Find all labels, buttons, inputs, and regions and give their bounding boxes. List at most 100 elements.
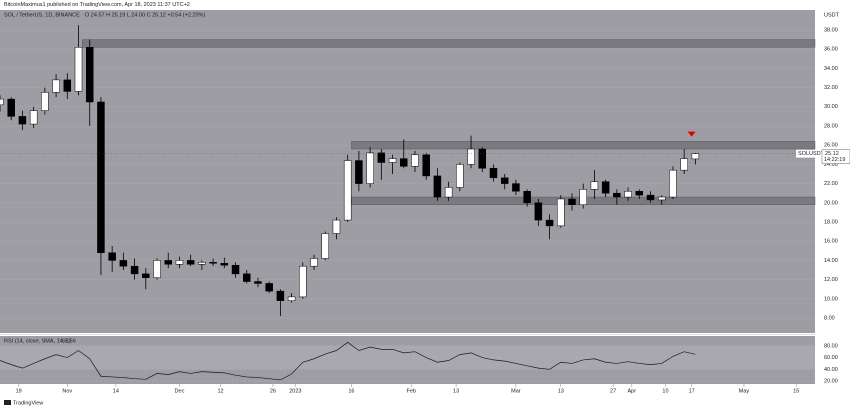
candle-body [164,260,172,265]
y-tick-label: 22.00 [824,181,838,187]
y-tick-label: 12.00 [824,277,838,283]
y-tick-label: 38.00 [824,27,838,33]
candle-body [444,187,453,198]
x-tick-label: 13 [453,388,459,394]
candle-body [657,196,666,201]
x-tick-label: 14 [113,388,119,394]
candle-body [433,175,442,198]
candle-body [534,202,543,221]
y-tick-label: 18.00 [824,219,838,225]
x-tick-label: 19 [16,388,22,394]
candle-body [242,273,251,282]
x-tick-label: 10 [662,388,668,394]
candle-body [400,158,408,167]
x-tick-label: 27 [610,388,616,394]
x-tick-label: 13 [558,388,564,394]
candle-body [0,98,4,106]
y-tick-label: 28.00 [824,123,838,129]
y-tick-label: 80.00 [824,343,838,349]
candle-body [489,167,498,179]
candle-body [613,192,621,198]
candle-body [153,260,161,278]
candle-body [388,158,397,163]
candle-body [355,160,363,184]
candle-body [85,47,94,103]
x-tick-label: 12 [218,388,224,394]
candle-body [276,290,285,301]
y-tick-label: 24.00 [824,162,838,168]
candle-body [478,148,487,169]
price-label: 25.12 [825,151,839,157]
candle-body [74,47,83,92]
price-panel [0,10,815,333]
candle-body [310,258,318,267]
ohlc: O 24.57 H 25.19 L 24.00 C 25.12 +0.54 (+… [85,12,205,18]
x-tick-label: 17 [689,388,695,394]
candle-body [287,296,296,301]
y-tick-label: 40.00 [824,367,838,373]
y-tick-label: 16.00 [824,239,838,245]
countdown-label: 14:22:19 [824,157,845,163]
candle-body [142,273,150,278]
candle-body [590,181,599,190]
candle-body [635,191,644,196]
x-tick-label: 15 [793,388,799,394]
candle-body [29,110,38,125]
y-tick-label: 36.00 [824,47,838,53]
rsi-band [0,345,815,370]
y-tick-label: 20.00 [824,200,838,206]
candle-body [41,92,49,111]
symbol-box [796,149,822,158]
candle-body [579,189,587,205]
candle-body [209,262,217,264]
candle-body [7,98,15,117]
candle-body [411,154,419,167]
y-tick-label: 32.00 [824,85,838,91]
candle-body [299,265,307,298]
y-tick-label: 26.00 [824,143,838,149]
symbol: SOL / TetherUS, 1D, BINANCE [4,12,80,18]
x-tick-label: Feb [406,388,415,394]
candle-body [220,263,229,266]
candle-body [366,152,374,184]
candle-body [52,79,60,93]
candle-body [343,160,352,221]
x-tick-label: Mar [511,388,521,394]
candle-body [512,183,520,192]
candle-body [18,116,27,125]
candle-body [332,219,341,234]
candle-body [198,262,206,265]
y-tick-label: 14.00 [824,258,838,264]
candle-body [467,148,475,165]
rsi-title: RSI (14, close, SMA, 14, 2) [4,338,71,344]
candle-body [377,152,386,163]
candle-body [680,158,688,171]
y-tick-label: 10.00 [824,296,838,302]
marker [687,131,696,137]
x-tick-label: Nov [62,388,72,394]
zone [351,141,816,150]
rsi-value: 65.56 [62,338,76,344]
candle-body [646,194,655,201]
footer: TradingView [13,400,43,406]
candle-body [254,281,262,284]
candle-body [422,154,430,177]
y-tick-label: 34.00 [824,66,838,72]
x-tick-label: Dec [175,388,185,394]
candle-body [456,164,464,188]
candle-body [669,169,677,198]
candle-body [321,233,330,259]
y-tick-label: 60.00 [824,355,838,361]
footer-logo [4,400,11,405]
candle-body [691,153,700,160]
x-tick-label: 26 [270,388,276,394]
y-tick-label: 8.00 [824,315,835,321]
candle-body [545,219,554,227]
candle-body [119,260,128,267]
x-tick-label: 2023 [289,388,301,394]
x-tick-label: 16 [348,388,354,394]
candle-body [186,260,195,265]
candle-body [231,264,240,275]
logo-mark [4,400,11,405]
